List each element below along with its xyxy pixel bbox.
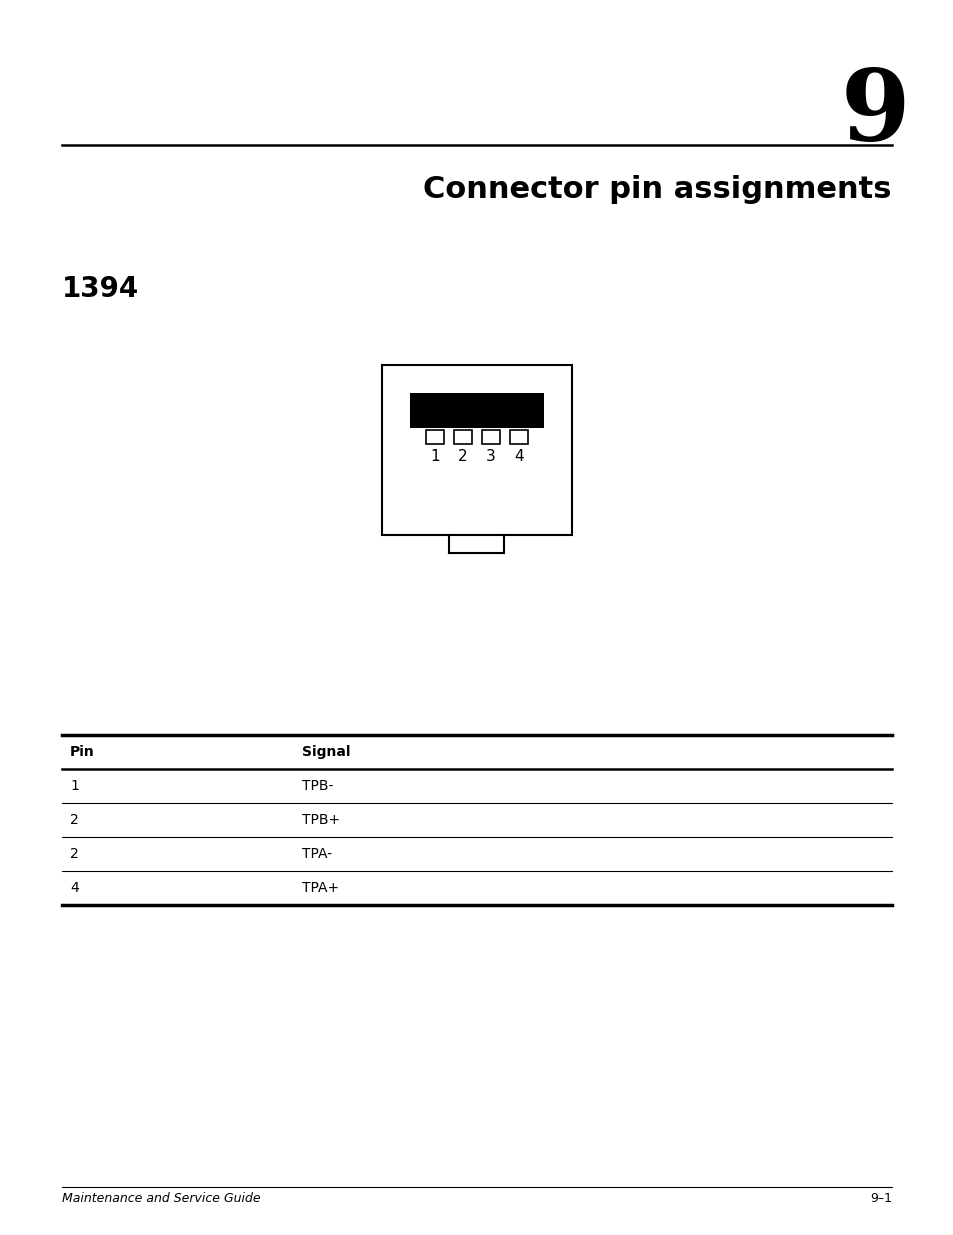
Text: 4: 4	[70, 881, 79, 895]
Text: 2: 2	[70, 813, 79, 827]
Text: Maintenance and Service Guide: Maintenance and Service Guide	[62, 1192, 260, 1205]
Bar	[481, 430, 499, 445]
Text: 1: 1	[430, 450, 439, 464]
Text: 3: 3	[486, 450, 496, 464]
Text: TPA+: TPA+	[302, 881, 338, 895]
Text: TPA-: TPA-	[302, 847, 332, 861]
Bar	[381, 366, 572, 535]
Bar	[510, 430, 527, 445]
Text: Connector pin assignments: Connector pin assignments	[423, 175, 891, 204]
Text: TPB+: TPB+	[302, 813, 340, 827]
Text: 4: 4	[514, 450, 523, 464]
Bar	[426, 430, 443, 445]
Text: 1394: 1394	[62, 275, 139, 303]
Text: 9–1: 9–1	[869, 1192, 891, 1205]
Text: TPB-: TPB-	[302, 779, 333, 793]
Text: 2: 2	[457, 450, 467, 464]
Bar	[410, 393, 543, 429]
Text: 1: 1	[70, 779, 79, 793]
Text: 2: 2	[70, 847, 79, 861]
Text: Pin: Pin	[70, 745, 94, 760]
Bar	[454, 430, 472, 445]
Text: 9: 9	[840, 65, 909, 162]
Text: Signal: Signal	[302, 745, 350, 760]
